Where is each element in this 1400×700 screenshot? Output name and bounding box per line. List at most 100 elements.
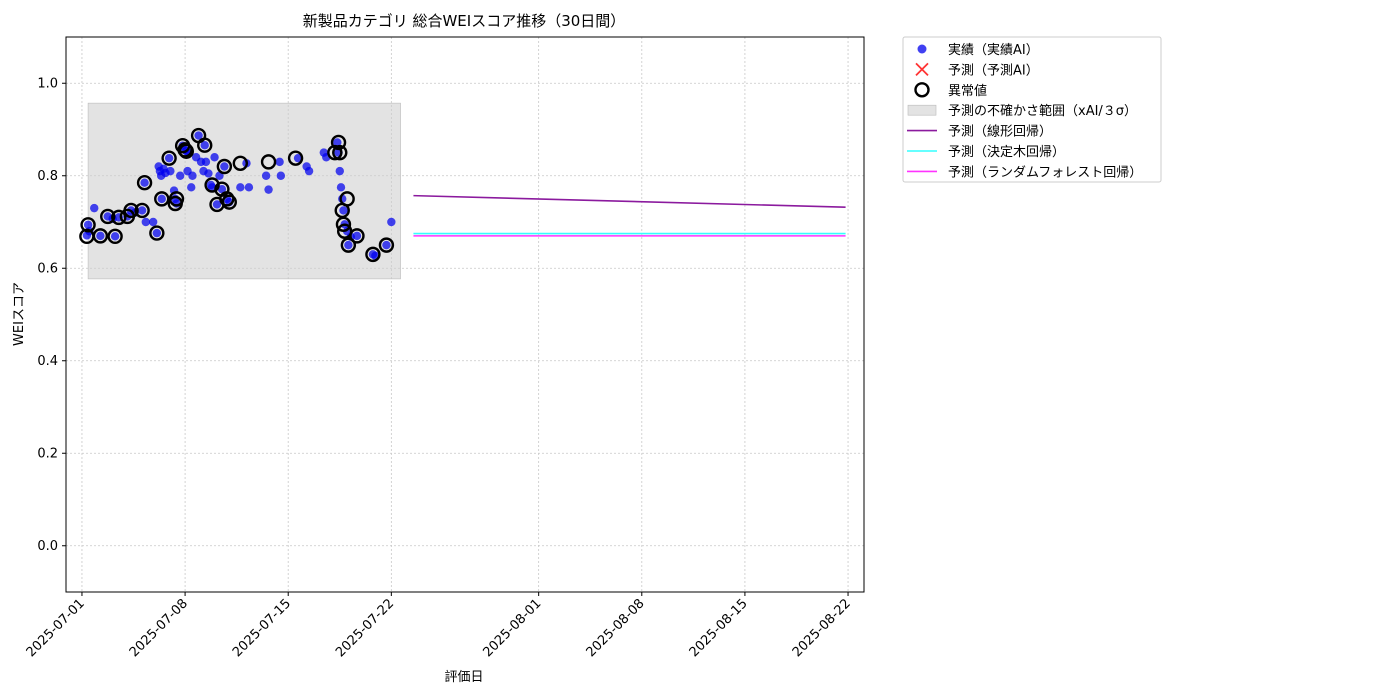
actual-point [187, 183, 196, 192]
actual-point [220, 162, 229, 171]
outlier-ring [216, 158, 233, 175]
outlier-ring [197, 137, 213, 153]
actual-point [166, 166, 175, 176]
actual-point [110, 232, 120, 241]
actual-point [275, 157, 284, 167]
actual-point [152, 228, 162, 238]
actual-point [141, 217, 150, 227]
actual-point [194, 131, 203, 140]
outlier-ring [80, 217, 96, 233]
outlier-ring [111, 209, 127, 226]
outlier-ring [349, 228, 365, 244]
outlier-ring [335, 216, 352, 233]
actual-point [244, 183, 254, 192]
actual-point [201, 157, 211, 167]
actual-point [188, 171, 197, 180]
outlier-ring [100, 208, 116, 225]
actual-point [333, 138, 342, 147]
outlier-ring [168, 191, 185, 207]
outlier-ring [327, 144, 343, 161]
actual-point [335, 166, 344, 176]
outlier-ring [260, 154, 277, 170]
legend-box [902, 36, 1162, 183]
outlier-ring [332, 144, 348, 161]
actual-point [382, 240, 391, 250]
y-axis-ticks: 0.0 0.2 0.4 0.6 0.8 1.0 [37, 76, 66, 554]
actual-point [293, 153, 303, 163]
x-axis-ticks: 2025-07-01 2025-07-08 2025-07-15 2025-07-22… [24, 592, 854, 660]
actual-point [175, 171, 185, 180]
forecast-line [413, 194, 846, 208]
outlier-ring [136, 174, 153, 191]
actual-point [261, 171, 271, 180]
y-tick-label: 0.6 [37, 261, 58, 276]
y-tick-label: 0.8 [37, 169, 58, 184]
legend-label: 予測の不確かさ範囲（xAI/３σ） [948, 103, 1137, 119]
actual-point [137, 206, 147, 215]
plot-frame [65, 36, 865, 593]
legend-label: 予測（予測AI） [948, 63, 1039, 78]
actual-point [339, 206, 348, 215]
actual-point [352, 231, 362, 241]
x-tick-label: 2025-08-22 [790, 596, 854, 660]
outlier-ring [161, 150, 177, 166]
y-tick-label: 1.0 [37, 76, 58, 91]
actual-point [236, 183, 245, 192]
actual-point [157, 194, 166, 204]
outlier-ring [365, 246, 381, 263]
legend-marker-ring [914, 82, 930, 98]
legend-label: 予測（線形回帰） [948, 124, 1052, 140]
actual-points [82, 131, 396, 260]
actual-point [276, 171, 286, 180]
actual-point [96, 231, 105, 241]
y-tick-label: 0.2 [37, 446, 58, 461]
outlier-ring [339, 191, 355, 207]
actual-point [148, 217, 158, 227]
actual-point [210, 153, 219, 162]
outlier-ring [378, 237, 395, 253]
outlier-ring [330, 134, 347, 151]
y-tick-label: 0.4 [37, 354, 58, 369]
actual-point [344, 240, 353, 250]
outlier-ring [232, 155, 249, 171]
legend-marker-dot [917, 44, 927, 54]
actual-point [336, 183, 346, 192]
legend-marker-x [915, 62, 929, 77]
outlier-ring [178, 143, 195, 159]
actual-point [304, 166, 314, 176]
x-tick-label: 2025-07-01 [24, 596, 88, 660]
x-tick-label: 2025-08-08 [584, 596, 648, 660]
actual-point [90, 203, 99, 213]
uncertainty-band [87, 102, 401, 280]
legend-label: 異常値 [948, 83, 987, 99]
actual-point [164, 153, 174, 163]
actual-point [212, 200, 222, 209]
actual-point [387, 217, 396, 227]
actual-point [140, 178, 149, 187]
legend-label: 予測（ランダムフォレスト回帰） [948, 164, 1142, 180]
x-axis-label: 評価日 [444, 670, 483, 685]
actual-point [207, 183, 217, 192]
outlier-rings [79, 127, 395, 263]
outlier-ring [340, 237, 357, 253]
outlier-ring [149, 225, 165, 241]
actual-point [83, 220, 93, 229]
outlier-ring [92, 228, 109, 244]
legend-label: 実績（実績AI） [948, 42, 1039, 58]
actual-point [264, 185, 273, 194]
outlier-ring [287, 150, 304, 166]
y-tick-label: 0.0 [37, 539, 58, 554]
x-tick-label: 2025-07-15 [230, 596, 294, 660]
outlier-ring [134, 202, 150, 219]
y-axis-label: WEIスコア [12, 282, 27, 346]
x-tick-label: 2025-08-01 [480, 596, 544, 660]
forecast-lines [413, 194, 846, 237]
x-tick-label: 2025-07-08 [127, 596, 191, 660]
outlier-ring [107, 228, 123, 245]
x-tick-label: 2025-07-22 [333, 596, 397, 660]
legend-label: 予測（決定木回帰） [948, 144, 1065, 160]
chart-title: 新製品カテゴリ 総合WEIスコア推移（30日間） [303, 12, 626, 30]
outlier-ring [219, 191, 235, 207]
